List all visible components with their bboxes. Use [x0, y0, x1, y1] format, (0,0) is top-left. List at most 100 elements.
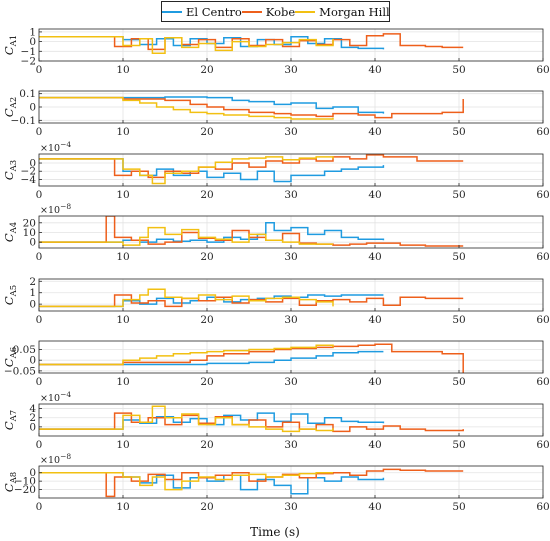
x-tick-label: 30 — [284, 64, 297, 76]
exponent-label: ×10−4 — [40, 140, 71, 154]
exponent-power: −4 — [60, 390, 71, 399]
x-tick-label: 0 — [36, 314, 43, 326]
exponent-label: ×10−4 — [40, 390, 71, 404]
x-tick-label: 50 — [452, 126, 465, 138]
x-tick-label: 40 — [368, 251, 381, 263]
x-tick-label: 0 — [36, 251, 43, 263]
x-tick-label: 50 — [452, 251, 465, 263]
y-tick-label: 0 — [29, 421, 36, 433]
x-tick-label: 50 — [452, 64, 465, 76]
x-tick-label: 10 — [116, 376, 129, 388]
series-line-kobe — [39, 343, 464, 373]
legend: El Centro Kobe Morgan Hill — [161, 1, 390, 22]
x-tick-label: 50 — [452, 376, 465, 388]
x-tick-label: 0 — [36, 189, 43, 201]
x-tick-label: 10 — [116, 314, 129, 326]
y-tick-label: 0 — [29, 467, 36, 479]
series-line-kobe — [39, 33, 464, 51]
x-tick-label: 20 — [200, 189, 213, 201]
series-line-kobe — [39, 96, 464, 119]
x-axis-label: Time (s) — [250, 525, 300, 539]
y-tick-label: −10 — [14, 476, 36, 488]
series-line-morgan-hill — [39, 344, 334, 366]
x-tick-label: 30 — [284, 376, 297, 388]
x-tick-label: 60 — [536, 189, 549, 201]
x-tick-label: 0 — [36, 126, 43, 138]
y-tick-label: 1 — [29, 287, 36, 299]
x-tick-label: 60 — [536, 501, 549, 513]
y-tick-label: 0 — [29, 102, 36, 114]
y-tick-label: 4 — [29, 403, 36, 415]
y-tick-label: −0.1 — [11, 115, 37, 127]
legend-label-kobe: Kobe — [265, 4, 296, 19]
y-axis-label: CA7 — [2, 410, 19, 430]
y-tick-label: 10 — [23, 227, 36, 239]
x-tick-label: 60 — [536, 126, 549, 138]
series-line-morgan-hill — [39, 288, 334, 308]
x-tick-label: 10 — [116, 64, 129, 76]
x-tick-label: 40 — [368, 64, 381, 76]
x-tick-label: 30 — [284, 439, 297, 451]
y-tick-label: 2 — [29, 276, 36, 288]
x-tick-label: 30 — [284, 251, 297, 263]
y-tick-label: −20 — [14, 484, 36, 496]
series-line-morgan-hill — [39, 226, 333, 246]
x-tick-label: 10 — [116, 189, 129, 201]
y-tick-label: 0.05 — [13, 344, 36, 356]
x-tick-label: 60 — [536, 439, 549, 451]
y-axis-label-subscript: A5 — [9, 285, 19, 298]
y-axis-label-subscript: A3 — [9, 160, 19, 173]
y-tick-label: −2 — [21, 56, 36, 68]
legend-swatch-morgan-hill — [295, 10, 316, 13]
x-tick-label: 0 — [36, 439, 43, 451]
y-axis-label-subscript: A8 — [9, 472, 19, 485]
y-axis-label: CA6 — [2, 347, 19, 367]
y-tick-label: −0.05 — [4, 365, 36, 377]
legend-item-kobe: Kobe — [241, 4, 296, 19]
legend-item-morgan-hill: Morgan Hill — [295, 5, 390, 19]
y-tick-label: 20 — [23, 217, 36, 229]
y-tick-label: −2 — [21, 166, 36, 178]
y-tick-label: 1 — [29, 26, 36, 38]
legend-swatch-kobe — [241, 10, 262, 13]
x-tick-label: 30 — [284, 314, 297, 326]
series-line-el-centro — [39, 96, 385, 114]
y-tick-label: 0 — [29, 355, 36, 367]
series-line-morgan-hill — [39, 405, 334, 433]
x-tick-label: 20 — [200, 64, 213, 76]
y-axis-label-subscript: A7 — [9, 410, 19, 423]
legend-swatch-el-centro — [162, 10, 182, 13]
x-tick-label: 10 — [116, 501, 129, 513]
y-axis-label-subscript: A4 — [9, 222, 19, 235]
series-line-el-centro — [39, 412, 385, 430]
y-axis-label-subscript: A1 — [9, 35, 19, 48]
y-tick-label: 0 — [29, 158, 36, 170]
exponent-power: −8 — [60, 202, 71, 211]
x-tick-label: 50 — [452, 314, 465, 326]
x-tick-label: 10 — [116, 439, 129, 451]
exponent-label: ×10−8 — [40, 452, 71, 466]
x-tick-label: 20 — [200, 126, 213, 138]
exponent-label: ×10−8 — [40, 202, 71, 216]
x-tick-label: 10 — [116, 251, 129, 263]
y-tick-label: 2 — [29, 412, 36, 424]
x-tick-label: 10 — [116, 126, 129, 138]
series-line-kobe — [39, 412, 464, 433]
x-tick-label: 40 — [368, 501, 381, 513]
series-line-morgan-hill — [39, 36, 334, 54]
legend-label-el-centro: El Centro — [186, 4, 242, 19]
y-tick-label: −1 — [21, 46, 36, 58]
x-tick-label: 40 — [368, 189, 381, 201]
legend-item-el-centro: El Centro — [162, 5, 242, 19]
x-tick-label: 50 — [452, 501, 465, 513]
series-line-el-centro — [39, 471, 385, 495]
y-tick-label: 0 — [29, 237, 36, 249]
y-axis-label-subscript: A2 — [9, 97, 19, 110]
legend-label-morgan-hill: Morgan Hill — [319, 4, 390, 19]
